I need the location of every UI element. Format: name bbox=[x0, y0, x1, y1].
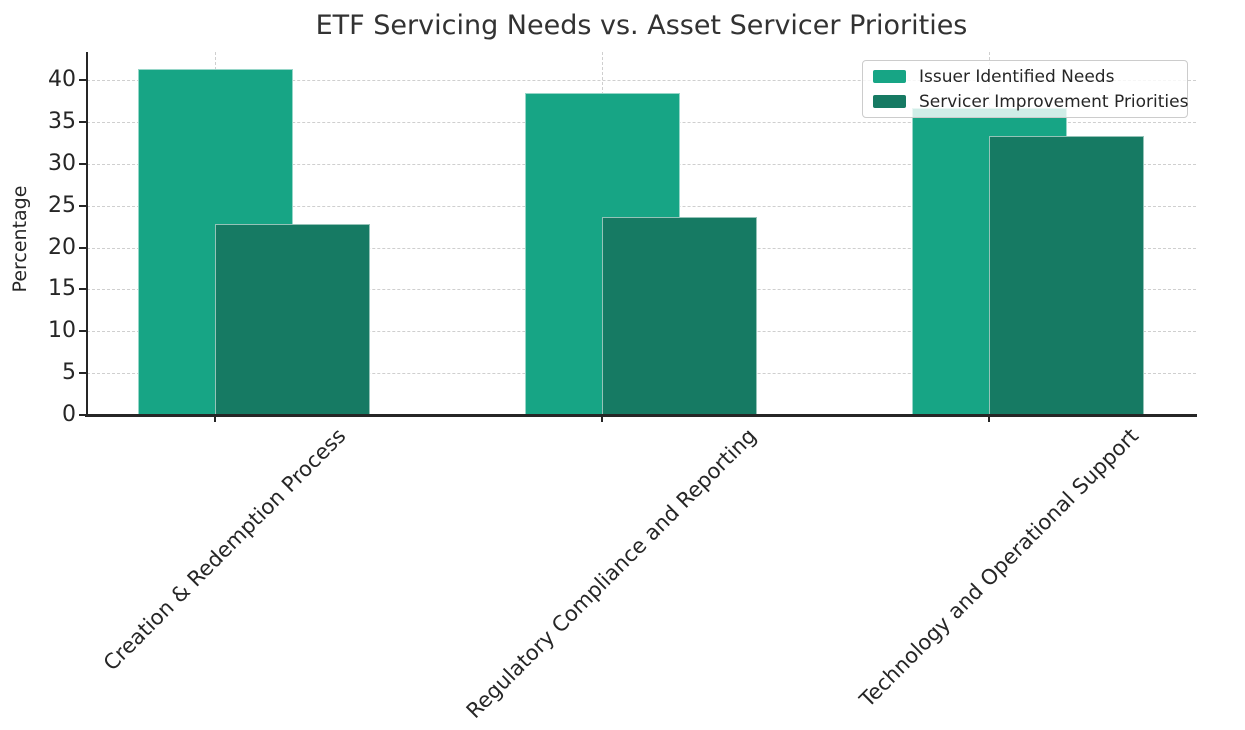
legend-swatch-servicer bbox=[873, 95, 906, 108]
legend-row: Issuer Identified Needs bbox=[871, 64, 1179, 89]
y-tickmark bbox=[79, 246, 86, 249]
x-tick-label: Creation & Redemption Process bbox=[98, 423, 351, 676]
legend-row: Servicer Improvement Priorities bbox=[871, 89, 1188, 114]
y-tickmark bbox=[79, 204, 86, 207]
x-tickmark bbox=[214, 416, 217, 422]
y-tick-label: 15 bbox=[48, 276, 76, 302]
x-tickmark bbox=[988, 416, 991, 422]
y-tick-label: 10 bbox=[48, 318, 76, 344]
y-tick-label: 40 bbox=[48, 67, 76, 93]
y-tickmark bbox=[79, 162, 86, 165]
y-tick-label: 20 bbox=[48, 234, 76, 260]
y-axis-spine bbox=[86, 52, 88, 416]
x-tickmark bbox=[601, 416, 604, 422]
y-tickmark bbox=[79, 121, 86, 124]
y-tick-label: 5 bbox=[62, 360, 76, 386]
y-tickmark bbox=[79, 372, 86, 375]
y-tick-label: 0 bbox=[62, 402, 76, 427]
y-tickmark bbox=[79, 414, 86, 416]
legend-label-issuer: Issuer Identified Needs bbox=[919, 66, 1115, 87]
bar-servicer bbox=[989, 136, 1145, 415]
chart-title: ETF Servicing Needs vs. Asset Servicer P… bbox=[315, 10, 968, 41]
legend-label-servicer: Servicer Improvement Priorities bbox=[919, 91, 1189, 112]
x-tick-label: Technology and Operational Support bbox=[854, 423, 1143, 712]
gridline-horizontal bbox=[87, 80, 1196, 82]
y-tick-label: 25 bbox=[48, 192, 76, 218]
y-tick-label: 35 bbox=[48, 109, 76, 135]
y-tickmark bbox=[79, 288, 86, 291]
bar-servicer bbox=[215, 224, 371, 415]
y-tickmark bbox=[79, 330, 86, 333]
legend: Issuer Identified Needs Servicer Improve… bbox=[862, 60, 1188, 118]
x-tick-label: Regulatory Compliance and Reporting bbox=[462, 423, 762, 724]
bar-servicer bbox=[602, 216, 758, 415]
y-tickmark bbox=[79, 79, 86, 82]
legend-swatch-issuer bbox=[873, 70, 906, 83]
y-tick-label: 30 bbox=[48, 150, 76, 176]
x-axis-spine bbox=[85, 414, 1197, 417]
